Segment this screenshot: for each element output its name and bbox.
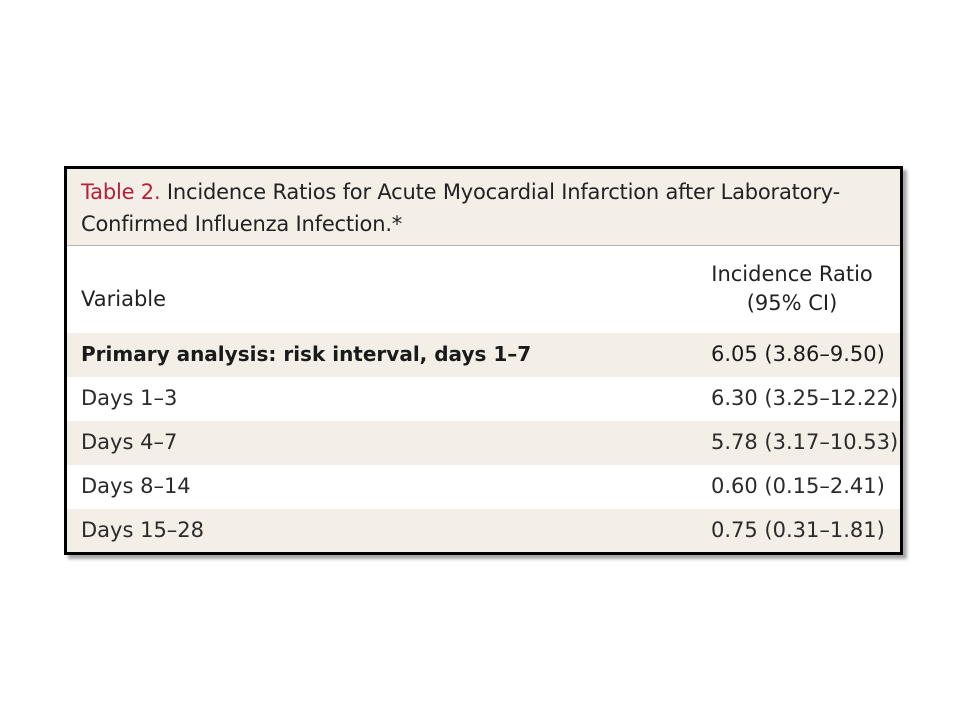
table-title-line2: Confirmed Influenza Infection.* xyxy=(81,212,403,236)
table-row: Days 1–3 6.30 (3.25–12.22) xyxy=(67,377,900,421)
row-label: Days 8–14 xyxy=(81,474,191,498)
column-header-ratio-line1: Incidence Ratio xyxy=(711,262,873,286)
table-row: Days 15–28 0.75 (0.31–1.81) xyxy=(67,509,900,552)
row-label: Primary analysis: risk interval, days 1–… xyxy=(81,342,532,366)
row-label: Days 1–3 xyxy=(81,386,178,410)
column-header-ratio-line2: (95% CI) xyxy=(746,291,838,315)
row-label: Days 4–7 xyxy=(81,430,178,454)
table-row: Days 4–7 5.78 (3.17–10.53) xyxy=(67,421,900,465)
row-value: 5.78 (3.17–10.53) xyxy=(711,430,899,454)
row-value: 6.05 (3.86–9.50) xyxy=(711,342,885,366)
row-value: 6.30 (3.25–12.22) xyxy=(711,386,899,410)
row-value: 0.75 (0.31–1.81) xyxy=(711,518,885,542)
row-value: 0.60 (0.15–2.41) xyxy=(711,474,885,498)
incidence-ratio-table: Table 2. Incidence Ratios for Acute Myoc… xyxy=(64,166,903,555)
table-number: Table 2. xyxy=(81,180,161,204)
row-label: Days 15–28 xyxy=(81,518,205,542)
table-caption: Table 2. Incidence Ratios for Acute Myoc… xyxy=(67,169,900,246)
column-header-variable: Variable xyxy=(81,287,167,311)
column-header-incidence-ratio: Incidence Ratio (95% CI) xyxy=(685,260,899,318)
table-title-line1: Incidence Ratios for Acute Myocardial In… xyxy=(160,180,841,204)
table-row: Days 8–14 0.60 (0.15–2.41) xyxy=(67,465,900,509)
table-header-row: Variable Incidence Ratio (95% CI) xyxy=(67,246,900,333)
table-row: Primary analysis: risk interval, days 1–… xyxy=(67,333,900,377)
